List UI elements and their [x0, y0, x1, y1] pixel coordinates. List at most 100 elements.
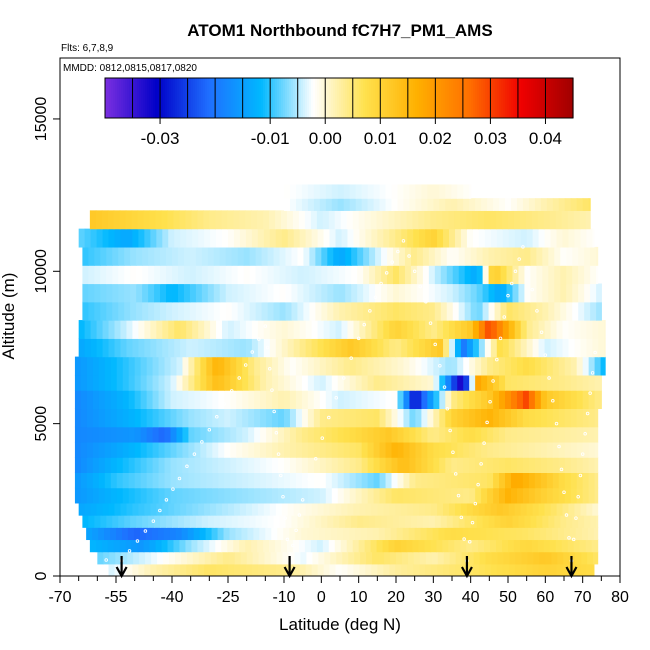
heatmap-cell — [218, 472, 225, 489]
flight-track-point — [373, 295, 378, 299]
heatmap-cell — [295, 487, 303, 504]
flight-track-point — [334, 395, 339, 400]
heatmap-cell — [289, 441, 297, 458]
heatmap-cell — [343, 390, 351, 410]
heatmap-cell — [472, 539, 479, 553]
colorbar-swatch — [181, 78, 184, 118]
colorbar-swatch — [361, 78, 364, 118]
heatmap-cell — [509, 551, 517, 565]
heatmap-cell — [558, 426, 566, 443]
heatmap-cell — [426, 527, 434, 541]
heatmap-cell — [219, 515, 227, 528]
heatmap-cell — [116, 356, 124, 376]
colorbar-swatch — [311, 78, 314, 118]
heatmap-cell — [379, 472, 387, 489]
heatmap-cell — [458, 515, 466, 528]
heatmap-cell — [313, 408, 321, 428]
heatmap-cell — [598, 338, 605, 358]
heatmap-cell — [521, 551, 529, 565]
heatmap-cell — [499, 487, 506, 504]
heatmap-cell — [596, 515, 599, 528]
flight-track-point — [588, 391, 592, 395]
heatmap-cell — [74, 374, 82, 391]
heatmap-cell — [110, 374, 118, 391]
heatmap-cell — [481, 408, 488, 428]
heatmap-cell — [257, 338, 265, 358]
heatmap-cell — [195, 515, 203, 528]
heatmap-cell — [349, 356, 357, 376]
heatmap-cell — [130, 301, 137, 321]
heatmap-cell — [323, 338, 331, 358]
colorbar-swatch — [235, 78, 238, 118]
colorbar-swatch — [353, 78, 356, 118]
heatmap-cell — [425, 551, 433, 565]
heatmap-cell — [534, 472, 542, 489]
heatmap-cell — [449, 502, 456, 516]
heatmap-cell — [390, 527, 398, 541]
heatmap-cells — [74, 184, 606, 576]
heatmap-cell — [254, 374, 261, 391]
heatmap-cell — [582, 472, 590, 489]
heatmap-cell — [568, 338, 576, 358]
heatmap-cell — [534, 374, 542, 391]
heatmap-cell — [520, 502, 528, 516]
heatmap-cell — [385, 487, 393, 504]
heatmap-cell — [293, 320, 301, 339]
heatmap-cell — [112, 246, 119, 266]
heatmap-cell — [397, 390, 405, 410]
heatmap-cell — [409, 390, 417, 410]
heatmap-cell — [295, 472, 303, 489]
heatmap-cell — [415, 374, 422, 391]
heatmap-cell — [403, 184, 411, 199]
heatmap-cell — [427, 408, 434, 428]
colorbar-swatch — [557, 78, 560, 118]
colorbar-swatch — [343, 78, 346, 118]
heatmap-cell — [321, 301, 328, 321]
heatmap-cell — [188, 426, 195, 443]
heatmap-cell — [500, 515, 508, 528]
colorbar-swatch — [395, 78, 398, 118]
colorbar-swatch — [187, 78, 190, 118]
heatmap-cell — [502, 320, 510, 339]
heatmap-cell — [460, 320, 468, 339]
heatmap-cell — [132, 563, 139, 576]
heatmap-cell — [463, 390, 470, 410]
heatmap-cell — [213, 246, 221, 266]
colorbar-tick-label: -0.01 — [251, 129, 290, 148]
heatmap-cell — [161, 210, 169, 230]
heatmap-cell — [369, 283, 376, 303]
heatmap-cell — [377, 563, 384, 576]
colorbar-swatch — [107, 78, 110, 118]
heatmap-cell — [499, 198, 506, 211]
heatmap-cell — [488, 246, 496, 266]
heatmap-cell — [173, 539, 181, 553]
heatmap-cell — [570, 198, 578, 211]
heatmap-cell — [345, 246, 352, 266]
heatmap-cell — [551, 551, 558, 565]
heatmap-cell — [104, 390, 112, 410]
flight-track-point — [207, 427, 212, 432]
colorbar-tick-label: -0.03 — [141, 129, 180, 148]
heatmap-cell — [139, 527, 147, 541]
colorbar-swatch — [435, 78, 438, 118]
x-tick-label: 60 — [536, 589, 554, 606]
heatmap-cell — [164, 457, 172, 473]
heatmap-cell — [120, 228, 128, 248]
heatmap-cell — [590, 515, 597, 528]
heatmap-cell — [540, 356, 548, 376]
heatmap-cell — [221, 210, 228, 230]
heatmap-cell — [552, 374, 560, 391]
flight-track-point — [580, 452, 585, 456]
heatmap-cell — [323, 228, 331, 248]
heatmap-cell — [104, 441, 112, 458]
heatmap-cell — [331, 487, 339, 504]
heatmap-cell — [508, 338, 516, 358]
heatmap-cell — [415, 457, 422, 473]
heatmap-cell — [236, 441, 243, 458]
colorbar-swatch — [551, 78, 554, 118]
heatmap-cell — [343, 408, 351, 428]
colorbar-swatch — [481, 78, 484, 118]
heatmap-cell — [367, 356, 375, 376]
colorbar-swatch — [371, 78, 374, 118]
heatmap-cell — [80, 408, 88, 428]
